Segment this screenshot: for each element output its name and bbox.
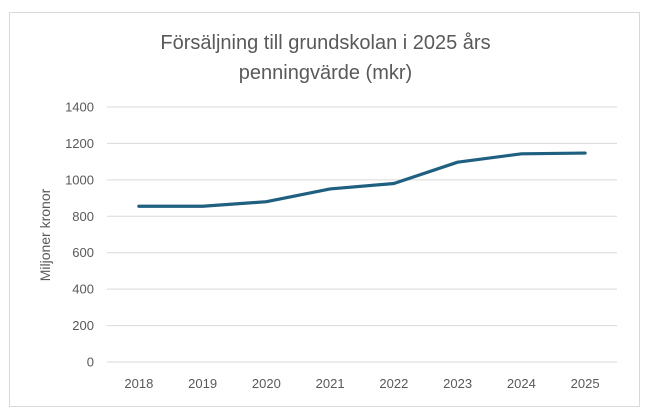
y-axis-label: Miljoner kronor: [37, 188, 53, 281]
series-line: [137, 151, 587, 208]
y-tick-label: 400: [72, 282, 94, 297]
y-tick-label: 800: [72, 209, 94, 224]
y-tick-label: 0: [87, 355, 94, 370]
chart-title-line-2: penningvärde (mkr): [238, 62, 413, 84]
x-tick-label: 2019: [188, 376, 217, 391]
y-tick-label: 600: [72, 245, 94, 260]
y-tick-label: 1400: [65, 100, 94, 115]
x-tick-label: 2021: [316, 376, 345, 391]
x-tick-label: 2020: [252, 376, 281, 391]
y-tick-label: 1200: [65, 136, 94, 151]
chart-title-line-1: Försäljning till grundskolan i 2025 års: [160, 32, 491, 54]
x-tick-label: 2024: [507, 376, 536, 391]
chart-title: Försäljning till grundskolan i 2025 års …: [0, 28, 651, 88]
x-tick-label: 2025: [571, 376, 600, 391]
y-tick-label: 200: [72, 318, 94, 333]
x-tick-label: 2022: [379, 376, 408, 391]
chart-area: [9, 12, 640, 407]
x-tick-label: 2023: [443, 376, 472, 391]
x-tick-label: 2018: [124, 376, 153, 391]
y-tick-label: 1000: [65, 172, 94, 187]
